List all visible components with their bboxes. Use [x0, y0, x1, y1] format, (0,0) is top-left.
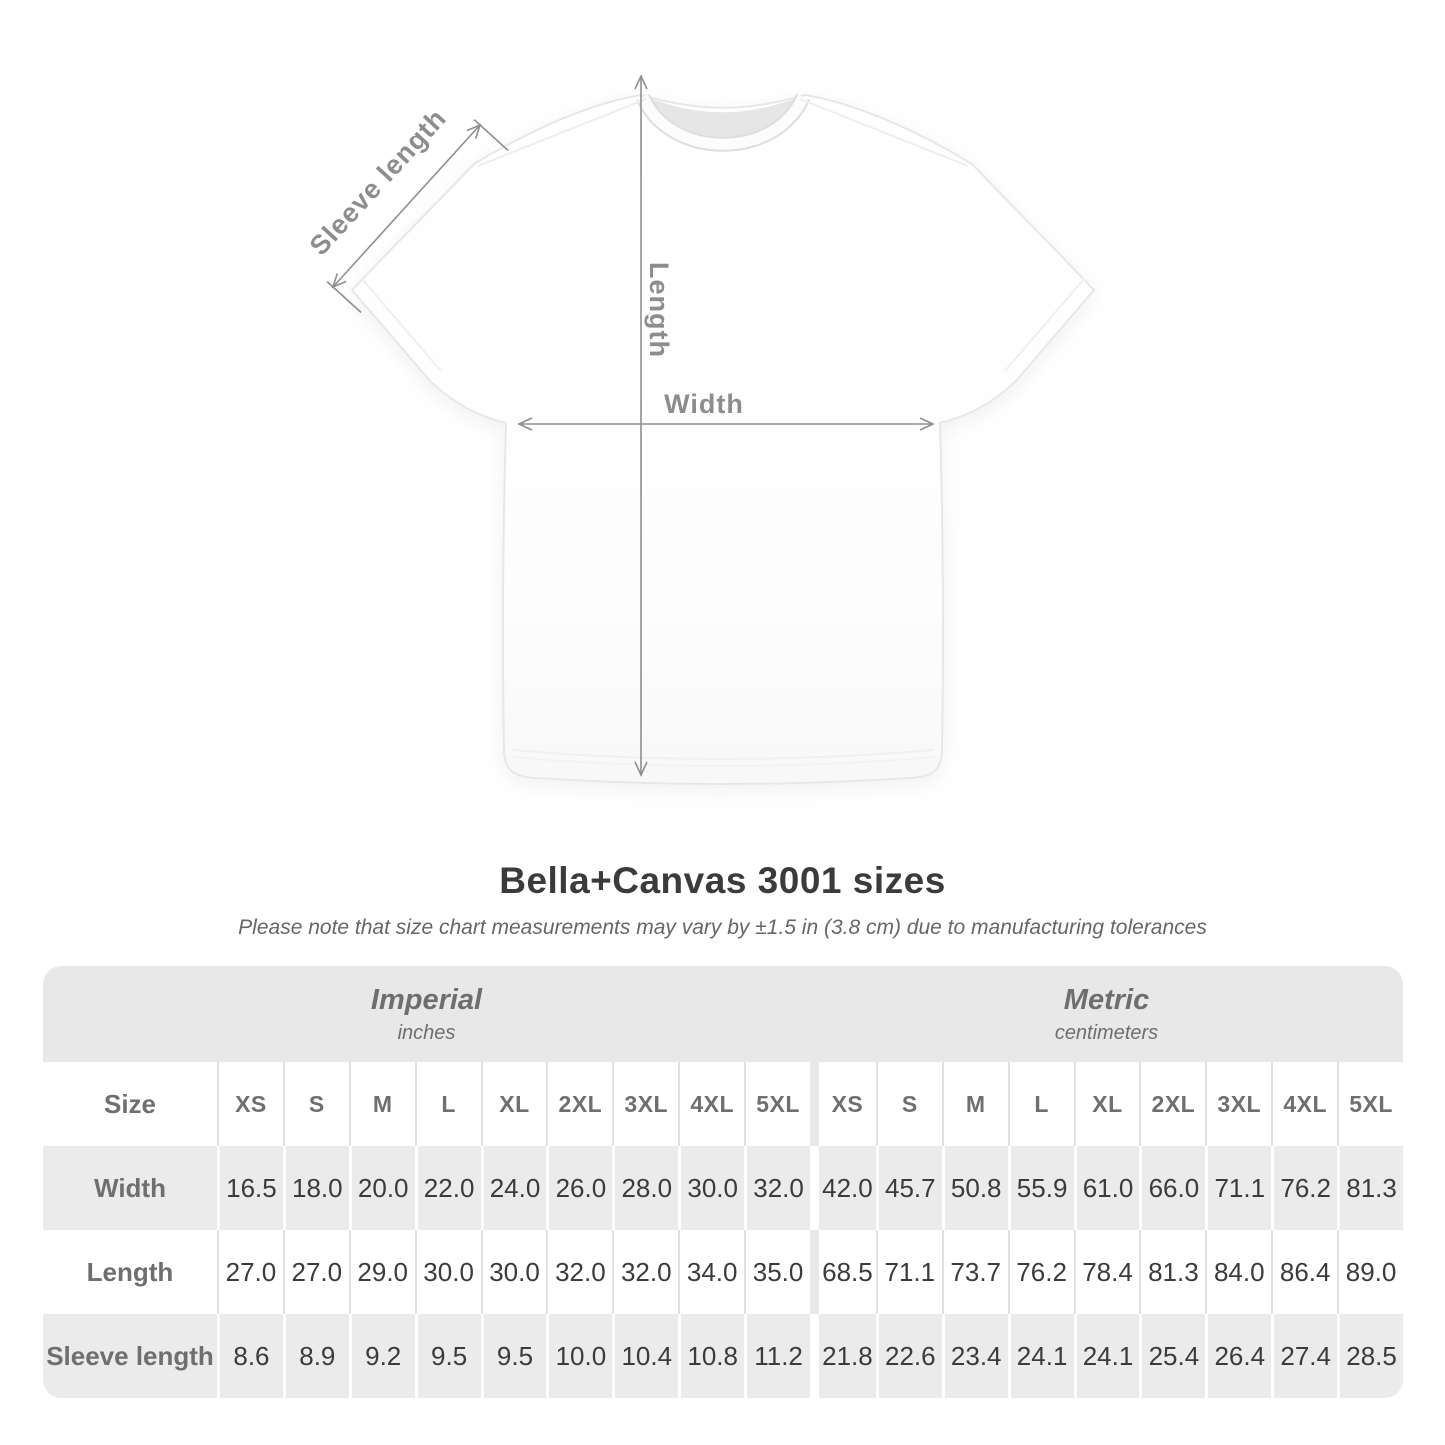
value-cell: 30.0 [678, 1146, 745, 1230]
width-label: Width [664, 389, 744, 419]
value-cell: 9.5 [480, 1314, 547, 1398]
value-cell: 11.2 [744, 1314, 810, 1398]
value-cell: 28.5 [1337, 1314, 1403, 1398]
value-cell: 20.0 [348, 1146, 415, 1230]
size-row: Size XS S M L XL 2XL 3XL 4XL 5XL XS S M L XL 2XL 3XL 4XL 5… [43, 1062, 1403, 1146]
row-width: Width 16.5 18.0 20.0 22.0 24.0 26.0 28.0 30.0 32.… [43, 1146, 1403, 1230]
table-header-row: Imperial inches Metric centimeters [43, 966, 1403, 1062]
row-length: Length 27.0 27.0 29.0 30.0 30.0 32.0 32.0 34.0 35… [43, 1230, 1403, 1314]
size-col-header: 5XL [744, 1062, 810, 1146]
value-cell: 9.5 [414, 1314, 481, 1398]
value-cell: 22.0 [414, 1146, 481, 1230]
value-cell: 86.4 [1271, 1230, 1338, 1314]
table-body: Size XS S M L XL 2XL 3XL 4XL 5XL XS S M L XL 2XL 3XL 4XL 5… [43, 1062, 1403, 1398]
value-cell: 32.0 [612, 1230, 679, 1314]
value-cell: 68.5 [809, 1230, 876, 1314]
size-col-header: 2XL [1139, 1062, 1206, 1146]
value-cell: 24.1 [1007, 1314, 1074, 1398]
size-col-header: 2XL [546, 1062, 613, 1146]
value-cell: 8.6 [217, 1314, 283, 1398]
size-col-header: 4XL [1271, 1062, 1338, 1146]
value-cell: 25.4 [1139, 1314, 1206, 1398]
row-label: Length [43, 1230, 217, 1314]
value-cell: 26.4 [1205, 1314, 1272, 1398]
sleeve-length-arrow [326, 119, 509, 314]
value-cell: 18.0 [282, 1146, 349, 1230]
metric-header: Metric centimeters [810, 966, 1403, 1062]
value-cell: 22.6 [875, 1314, 942, 1398]
value-cell: 10.4 [612, 1314, 679, 1398]
value-cell: 32.0 [546, 1230, 613, 1314]
size-table: Imperial inches Metric centimeters Size X… [43, 966, 1403, 1398]
value-cell: 73.7 [941, 1230, 1008, 1314]
size-col-header: L [414, 1062, 481, 1146]
size-col-header: 3XL [1205, 1062, 1272, 1146]
size-col-header: XL [480, 1062, 547, 1146]
length-label: Length [644, 262, 674, 358]
value-cell: 30.0 [480, 1230, 547, 1314]
value-cell: 55.9 [1007, 1146, 1074, 1230]
value-cell: 84.0 [1205, 1230, 1272, 1314]
size-col-header: M [941, 1062, 1008, 1146]
size-col-header: M [348, 1062, 415, 1146]
width-arrow [517, 417, 935, 431]
size-col-header: XS [809, 1062, 876, 1146]
value-cell: 76.2 [1271, 1146, 1338, 1230]
value-cell: 35.0 [744, 1230, 810, 1314]
page-title: Bella+Canvas 3001 sizes [499, 860, 946, 901]
value-cell: 81.3 [1139, 1230, 1206, 1314]
metric-header-title: Metric [1063, 983, 1150, 1016]
size-col-header: L [1007, 1062, 1074, 1146]
size-col-header: 4XL [678, 1062, 745, 1146]
row-sleeve-length: Sleeve length 8.6 8.9 9.2 9.5 9.5 10.0 10.4 10.8… [43, 1314, 1403, 1398]
value-cell: 8.9 [282, 1314, 349, 1398]
length-arrow [634, 74, 648, 777]
value-cell: 16.5 [217, 1146, 283, 1230]
size-col-header: 5XL [1337, 1062, 1403, 1146]
value-cell: 89.0 [1337, 1230, 1403, 1314]
value-cell: 61.0 [1073, 1146, 1140, 1230]
value-cell: 50.8 [941, 1146, 1008, 1230]
size-col-header: XL [1073, 1062, 1140, 1146]
size-col-header: XS [217, 1062, 283, 1146]
row-label: Width [43, 1146, 217, 1230]
value-cell: 34.0 [678, 1230, 745, 1314]
size-col-header: S [282, 1062, 349, 1146]
value-cell: 23.4 [941, 1314, 1008, 1398]
value-cell: 27.0 [217, 1230, 283, 1314]
value-cell: 42.0 [809, 1146, 876, 1230]
value-cell: 26.0 [546, 1146, 613, 1230]
imperial-header-unit: inches [397, 1021, 456, 1044]
value-cell: 27.0 [282, 1230, 349, 1314]
value-cell: 24.1 [1073, 1314, 1140, 1398]
tshirt-shape [350, 93, 1096, 785]
value-cell: 28.0 [612, 1146, 679, 1230]
value-cell: 10.0 [546, 1314, 613, 1398]
value-cell: 29.0 [348, 1230, 415, 1314]
value-cell: 76.2 [1007, 1230, 1074, 1314]
size-col-header: 3XL [612, 1062, 679, 1146]
value-cell: 30.0 [414, 1230, 481, 1314]
value-cell: 21.8 [809, 1314, 876, 1398]
value-cell: 9.2 [348, 1314, 415, 1398]
value-cell: 27.4 [1271, 1314, 1338, 1398]
imperial-header-title: Imperial [370, 983, 483, 1016]
value-cell: 81.3 [1337, 1146, 1403, 1230]
row-label: Sleeve length [43, 1314, 217, 1398]
page-subtitle: Please note that size chart measurements… [238, 916, 1207, 939]
value-cell: 24.0 [480, 1146, 547, 1230]
value-cell: 45.7 [875, 1146, 942, 1230]
value-cell: 71.1 [875, 1230, 942, 1314]
value-cell: 66.0 [1139, 1146, 1206, 1230]
value-cell: 78.4 [1073, 1230, 1140, 1314]
value-cell: 71.1 [1205, 1146, 1272, 1230]
value-cell: 10.8 [678, 1314, 745, 1398]
imperial-header: Imperial inches [43, 966, 810, 1062]
metric-header-unit: centimeters [1054, 1021, 1159, 1044]
row-label: Size [43, 1062, 217, 1146]
value-cell: 32.0 [744, 1146, 810, 1230]
size-col-header: S [875, 1062, 942, 1146]
